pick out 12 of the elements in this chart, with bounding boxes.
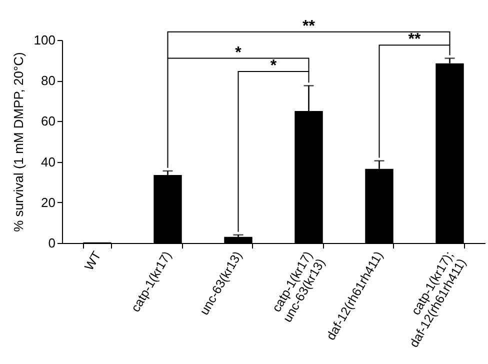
annotation: **: [408, 31, 422, 48]
y-axis-title: % survival (1 mM DMPP, 20°C): [10, 52, 26, 232]
annotation: *: [270, 57, 278, 74]
y-tick-label: 20: [41, 194, 56, 210]
x-tick-label: WT: [82, 248, 104, 273]
y-tick-label: 0: [48, 236, 56, 250]
text: **: [302, 18, 316, 35]
y-tick-label: 60: [41, 114, 56, 129]
y-tick-label: 100: [34, 32, 56, 48]
y-tick-label: 40: [41, 154, 56, 170]
annotation: *: [235, 44, 242, 62]
y-tick-label: 80: [41, 73, 56, 88]
